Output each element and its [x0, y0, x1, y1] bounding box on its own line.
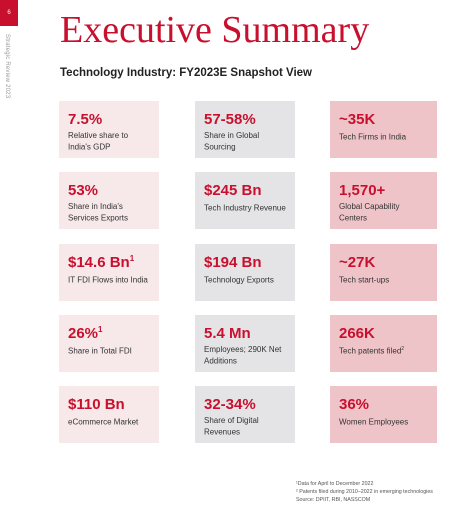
page-number: 6 [0, 0, 18, 26]
metric-card: 36% Women Employees [330, 386, 437, 443]
metric-value: 57-58% [204, 111, 256, 128]
metric-card: $194 Bn Technology Exports [195, 244, 295, 301]
footnotes: ¹Data for April to December 2022 ² Paten… [296, 480, 456, 504]
metric-value: $14.6 Bn1 [68, 254, 135, 271]
report-name: Strategic Review 2023 [4, 34, 10, 99]
page-title: Executive Summary [60, 9, 370, 51]
metric-card: $110 Bn eCommerce Market [59, 386, 159, 443]
metric-label: Tech patents filed2 [339, 346, 405, 356]
metric-value: 7.5% [68, 111, 103, 128]
metric-value: 32-34% [204, 396, 256, 413]
metric-label: Share in Global Sourcing [204, 131, 260, 152]
metric-value: 266K [339, 325, 375, 342]
metric-label: Share in India's Services Exports [68, 202, 129, 223]
metric-label: Share of Digital Revenues [204, 416, 259, 437]
metric-label: Tech Industry Revenue [204, 203, 286, 213]
metric-value: 36% [339, 396, 370, 413]
metric-card: $245 Bn Tech Industry Revenue [195, 172, 295, 229]
metric-card: 266K Tech patents filed2 [330, 315, 437, 372]
metric-label: Relative share to India's GDP [68, 131, 129, 152]
metric-value: 1,570+ [339, 182, 386, 199]
metric-label: Tech start-ups [339, 275, 390, 285]
page-subtitle: Technology Industry: FY2023E Snapshot Vi… [60, 67, 312, 79]
metric-card: 5.4 Mn Employees; 290K Net Additions [195, 315, 295, 372]
metric-value: $245 Bn [204, 182, 262, 199]
metric-card: 53% Share in India's Services Exports [59, 172, 159, 229]
metric-card: 26%1 Share in Total FDI [59, 315, 159, 372]
metric-label: Global Capability Centers [339, 202, 400, 223]
footnote: ² Patents filed during 2010–2022 in emer… [296, 489, 433, 495]
metric-label: IT FDI Flows into India [68, 275, 148, 285]
metric-value: 53% [68, 182, 99, 199]
metric-label: Employees; 290K Net Additions [204, 345, 282, 366]
metric-value: ~27K [339, 254, 376, 271]
metric-label: eCommerce Market [68, 417, 139, 427]
metric-card: ~35K Tech Firms in India [330, 101, 437, 158]
metric-label: Technology Exports [204, 275, 274, 285]
metric-card: $14.6 Bn1 IT FDI Flows into India [59, 244, 159, 301]
footnote: ¹Data for April to December 2022 [296, 481, 374, 487]
metrics-grid: 7.5% Relative share to India's GDP 57-58… [59, 101, 437, 443]
source-note: Source: DPIIT, RBI, NASSCOM [296, 497, 371, 503]
metric-card: 32-34% Share of Digital Revenues [195, 386, 295, 443]
metric-value: 5.4 Mn [204, 325, 251, 342]
metric-value: ~35K [339, 111, 376, 128]
metric-value: $110 Bn [68, 396, 125, 413]
metric-label: Tech Firms in India [339, 132, 407, 142]
side-strip: 6 Strategic Review 2023 [0, 0, 18, 521]
metric-value: $194 Bn [204, 254, 262, 271]
metric-label: Women Employees [339, 417, 409, 427]
metric-card: 57-58% Share in Global Sourcing [195, 101, 295, 158]
metric-label: Share in Total FDI [68, 346, 132, 356]
metric-card: ~27K Tech start-ups [330, 244, 437, 301]
metric-card: 7.5% Relative share to India's GDP [59, 101, 159, 158]
metric-card: 1,570+ Global Capability Centers [330, 172, 437, 229]
metric-value: 26%1 [68, 325, 103, 342]
